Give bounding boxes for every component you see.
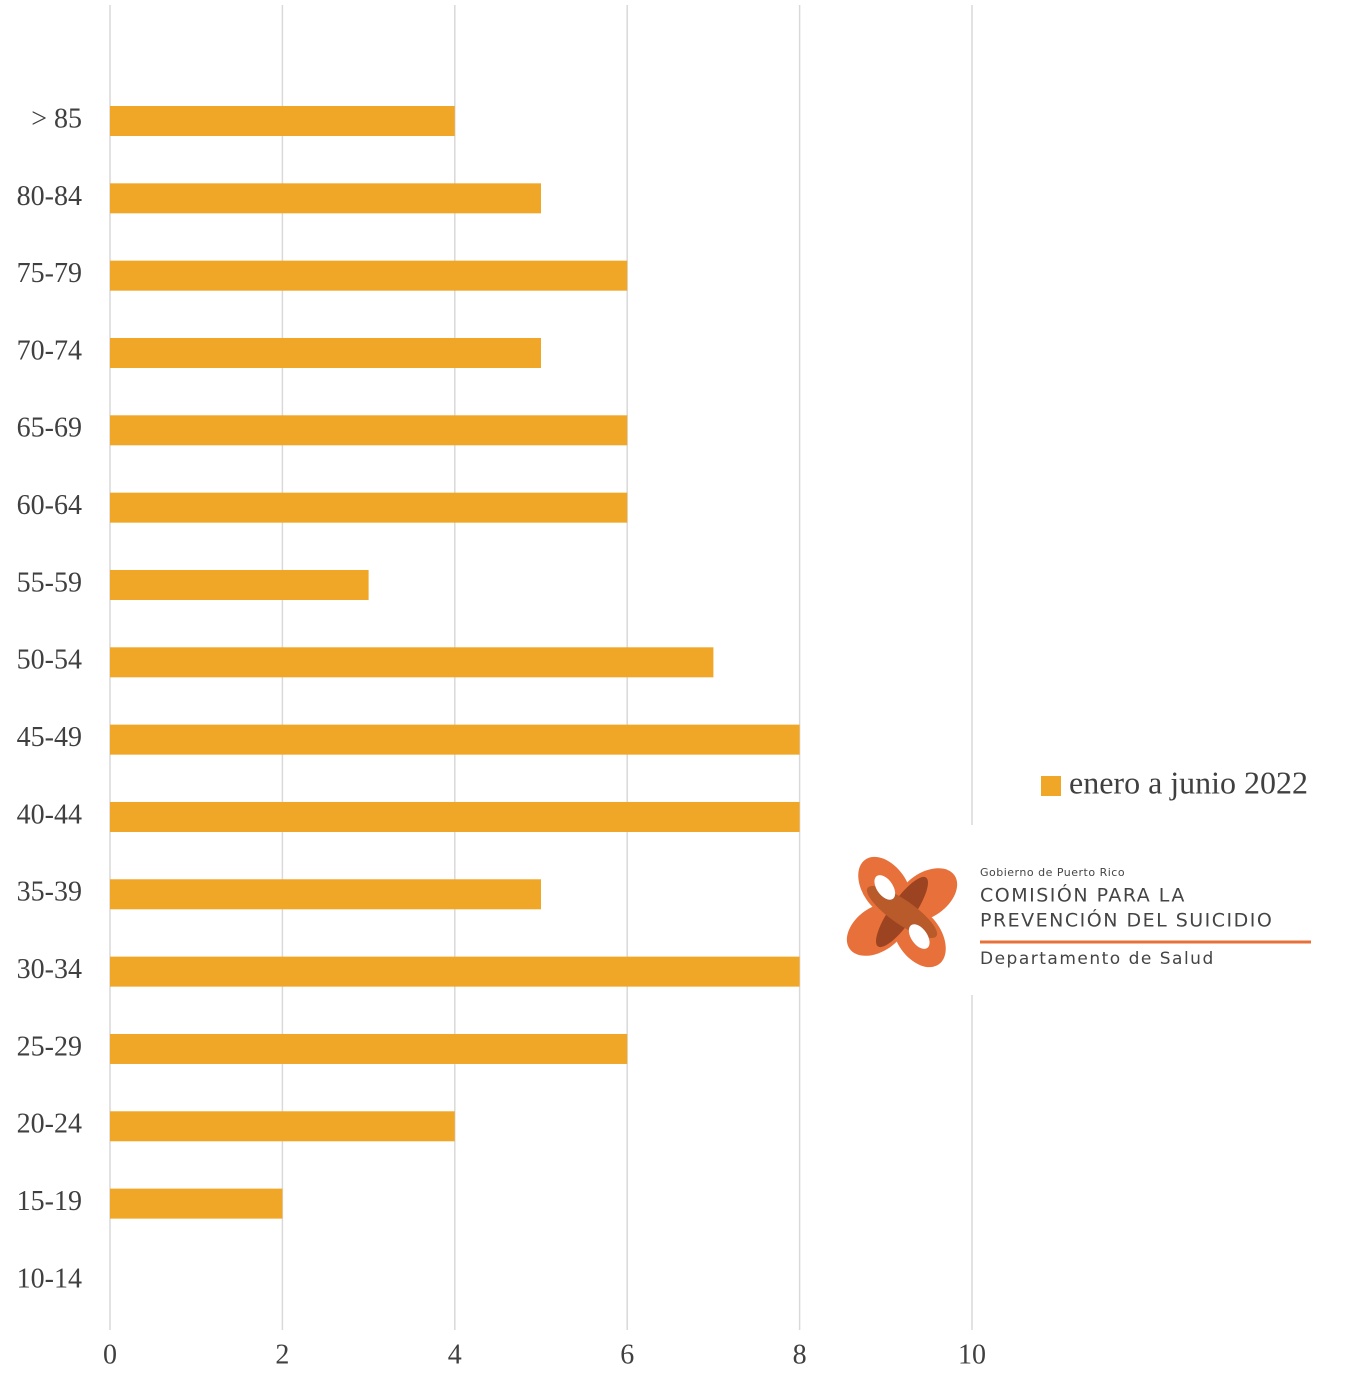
y-tick-label: 30-34	[17, 954, 82, 985]
y-tick-label: 80-84	[17, 181, 82, 212]
legend-swatch	[1041, 776, 1061, 796]
y-tick-label: 25-29	[17, 1031, 82, 1062]
bar	[110, 337, 541, 368]
bar	[110, 1033, 628, 1064]
bar	[110, 1111, 455, 1142]
y-tick-label: 65-69	[17, 413, 82, 444]
bar	[110, 801, 800, 832]
x-tick-label: 8	[793, 1339, 807, 1370]
y-tick-label: 55-59	[17, 567, 82, 598]
x-tick-label: 4	[448, 1339, 462, 1370]
bar	[110, 879, 541, 910]
x-tick-label: 10	[958, 1339, 986, 1370]
bar	[110, 724, 800, 755]
bar	[110, 260, 628, 291]
y-tick-label: 50-54	[17, 645, 82, 676]
logo-text: Gobierno de Puerto Rico	[980, 866, 1125, 879]
y-tick-label: 60-64	[17, 490, 82, 521]
bar	[110, 569, 369, 600]
y-tick-label: 75-79	[17, 258, 82, 289]
y-tick-label: 70-74	[17, 335, 82, 366]
logo-text: Departamento de Salud	[980, 949, 1215, 969]
bar	[110, 415, 628, 446]
y-tick-label: 10-14	[17, 1263, 82, 1294]
bar	[110, 106, 455, 136]
legend-label: enero a junio 2022	[1069, 764, 1308, 800]
y-tick-label: 35-39	[17, 877, 82, 908]
bar	[110, 1188, 283, 1219]
logo-text: COMISIÓN PARA LA	[980, 883, 1186, 907]
bar	[110, 647, 714, 678]
y-tick-label: 15-19	[17, 1186, 82, 1217]
x-tick-label: 6	[620, 1339, 634, 1370]
bar	[110, 183, 541, 214]
logo-icon	[846, 856, 958, 968]
y-tick-label: 45-49	[17, 722, 82, 753]
logo-text: PREVENCIÓN DEL SUICIDIO	[980, 908, 1273, 932]
y-tick-label: 40-44	[17, 799, 82, 830]
y-tick-label: 20-24	[17, 1109, 82, 1140]
y-tick-label: > 85	[31, 103, 82, 134]
bar	[110, 956, 800, 987]
bar	[110, 492, 628, 523]
x-tick-label: 0	[103, 1339, 117, 1370]
x-tick-label: 2	[275, 1339, 289, 1370]
